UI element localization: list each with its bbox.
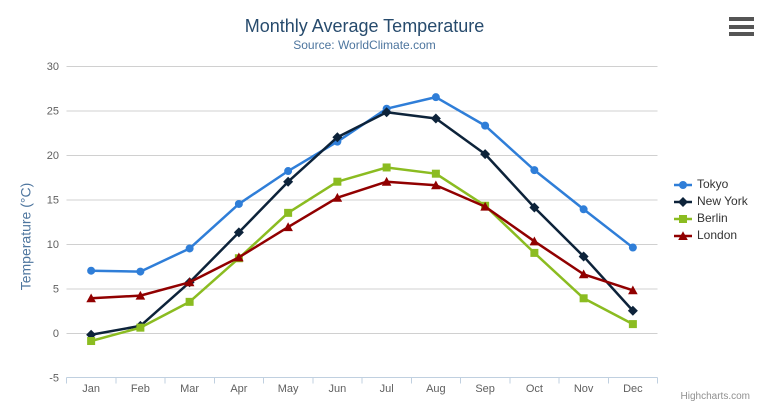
data-point-new-york-Apr[interactable] [233, 227, 244, 238]
data-point-tokyo-Dec[interactable] [628, 243, 637, 252]
data-point-berlin-Nov[interactable] [579, 294, 588, 303]
legend-marker-shape[interactable] [679, 214, 687, 223]
data-point-berlin-Aug[interactable] [431, 169, 440, 178]
data-point-berlin-Mar[interactable] [185, 297, 194, 306]
data-point-london-Aug[interactable] [431, 180, 441, 190]
data-point-berlin-Dec[interactable] [628, 320, 637, 329]
data-point-london-Nov[interactable] [578, 269, 589, 279]
data-point-berlin-Feb[interactable] [136, 323, 145, 332]
y-axis-tick-label: 20 [47, 150, 59, 162]
y-axis-tick-label: 25 [47, 106, 59, 118]
series-line-berlin[interactable] [89, 166, 635, 343]
credits-link[interactable]: Highcharts.com [680, 391, 750, 402]
data-point-tokyo-Jan[interactable] [87, 266, 96, 275]
x-axis-tick-label: Nov [574, 383, 594, 395]
data-point-berlin-Jan[interactable] [87, 337, 96, 346]
x-axis-tick-label: Jan [82, 383, 100, 395]
data-point-new-york-Aug[interactable] [430, 113, 441, 124]
data-point-london-Jan[interactable] [86, 293, 96, 303]
y-axis-labels: -5 0 5 10 15 20 25 30 [47, 61, 59, 385]
legend: Tokyo New York Berlin London [673, 176, 748, 244]
data-point-tokyo-Apr[interactable] [234, 199, 243, 208]
data-point-new-york-Sep[interactable] [480, 149, 491, 160]
x-axis [66, 377, 658, 384]
y-axis-tick-label: -5 [49, 373, 59, 385]
data-point-new-york-Jul[interactable] [381, 107, 392, 118]
legend-marker-shape[interactable] [679, 180, 687, 189]
data-point-new-york-Dec[interactable] [627, 305, 638, 316]
data-point-berlin-Jun[interactable] [333, 177, 342, 186]
data-point-berlin-May[interactable] [284, 208, 293, 217]
x-axis-tick-label: Jul [380, 383, 394, 395]
y-axis-tick-label: 15 [47, 195, 59, 207]
data-point-tokyo-May[interactable] [284, 167, 293, 176]
chart-subtitle: Source: WorldClimate.com [293, 38, 436, 52]
legend-item-london[interactable]: London [673, 227, 748, 244]
series-line-new-york[interactable] [89, 111, 635, 337]
legend-item-new-york[interactable]: New York [673, 193, 748, 210]
x-axis-tick-label: Apr [230, 383, 247, 395]
legend-label-london: London [697, 228, 738, 242]
legend-marker-icon-triangle [674, 230, 692, 240]
legend-marker-shape[interactable] [678, 196, 688, 207]
data-point-london-May[interactable] [283, 222, 293, 232]
legend-label-new-york: New York [697, 194, 748, 208]
legend-marker-icon-circle [674, 180, 692, 189]
data-point-london-Jul[interactable] [381, 176, 392, 186]
series-line-london[interactable] [89, 180, 635, 300]
x-axis-tick-label: Oct [526, 383, 543, 395]
x-axis-tick-label: Jun [329, 383, 347, 395]
data-point-london-Apr[interactable] [234, 252, 244, 262]
chart-context-menu-button[interactable] [729, 17, 754, 36]
data-point-new-york-Jun[interactable] [332, 132, 343, 143]
chart-title: Monthly Average Temperature [244, 16, 485, 36]
data-point-new-york-May[interactable] [283, 176, 294, 187]
y-axis-title: Temperature (°C) [17, 182, 34, 291]
gridlines [66, 66, 658, 334]
legend-item-berlin[interactable]: Berlin [673, 210, 748, 227]
legend-marker-icon-diamond [674, 196, 692, 207]
legend-marker-icon-square [674, 214, 692, 223]
data-point-tokyo-Mar[interactable] [185, 244, 194, 253]
y-axis-tick-label: 0 [53, 328, 59, 340]
x-axis-tick-label: Mar [180, 383, 199, 395]
x-axis-tick-label: Feb [131, 383, 150, 395]
data-point-tokyo-Aug[interactable] [431, 93, 440, 102]
series-london [86, 176, 638, 303]
data-point-london-Jun[interactable] [332, 192, 343, 202]
data-point-new-york-Nov[interactable] [578, 251, 589, 262]
x-axis-tick-label: Dec [623, 383, 643, 395]
x-axis-tick-label: Aug [426, 383, 446, 395]
data-point-tokyo-Sep[interactable] [481, 121, 490, 130]
series-new-york [86, 107, 638, 340]
data-point-berlin-Oct[interactable] [530, 248, 539, 257]
x-axis-labels: Jan Feb Mar Apr May Jun Jul Aug Sep Oct Nov Dec [82, 383, 643, 395]
data-point-tokyo-Feb[interactable] [136, 267, 145, 276]
data-point-tokyo-Oct[interactable] [530, 166, 539, 175]
y-axis-tick-label: 30 [47, 61, 59, 73]
data-point-berlin-Jul[interactable] [382, 163, 391, 172]
legend-item-tokyo[interactable]: Tokyo [673, 176, 748, 193]
x-axis-tick-label: Sep [475, 383, 495, 395]
data-point-new-york-Oct[interactable] [529, 202, 540, 213]
series-line-tokyo[interactable] [89, 95, 635, 273]
legend-label-berlin: Berlin [697, 211, 728, 225]
series-tokyo [87, 93, 637, 276]
y-axis-tick-label: 5 [53, 284, 59, 296]
data-point-london-Feb[interactable] [135, 290, 146, 300]
data-point-london-Mar[interactable] [184, 277, 195, 287]
data-point-tokyo-Nov[interactable] [579, 205, 588, 214]
data-point-london-Oct[interactable] [529, 236, 540, 246]
x-axis-tick-label: May [278, 383, 299, 395]
legend-marker-shape[interactable] [678, 230, 688, 240]
data-point-london-Dec[interactable] [628, 285, 638, 295]
legend-label-tokyo: Tokyo [697, 177, 729, 191]
y-axis-tick-label: 10 [47, 239, 59, 251]
data-point-london-Sep[interactable] [480, 201, 490, 211]
